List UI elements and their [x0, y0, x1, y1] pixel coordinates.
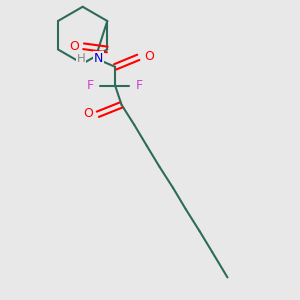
Text: O: O	[69, 40, 79, 53]
Text: O: O	[83, 107, 93, 120]
Text: F: F	[135, 79, 142, 92]
Text: F: F	[87, 79, 94, 92]
Text: H: H	[77, 52, 85, 65]
Text: N: N	[94, 52, 103, 65]
Text: O: O	[144, 50, 154, 63]
